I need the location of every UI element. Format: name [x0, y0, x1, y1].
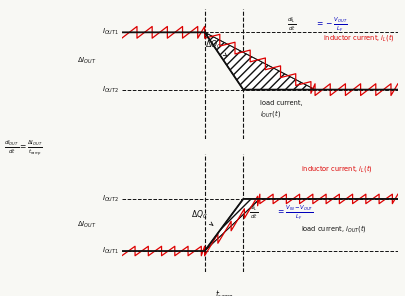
Text: $\Delta I_{OUT}$: $\Delta I_{OUT}$ [77, 56, 97, 66]
Text: inductor current, $i_L(t)$: inductor current, $i_L(t)$ [322, 32, 394, 43]
Text: $I_{OUT1}$: $I_{OUT1}$ [102, 246, 119, 256]
Text: $\Delta Q_C$: $\Delta Q_C$ [190, 209, 212, 225]
Text: inductor current, $i_L(t)$: inductor current, $i_L(t)$ [301, 163, 372, 174]
Text: $\Delta I_{OUT}$: $\Delta I_{OUT}$ [77, 220, 97, 230]
Text: load current,
$i_{OUT}(t)$: load current, $i_{OUT}(t)$ [259, 100, 302, 118]
Text: $I_{OUT2}$: $I_{OUT2}$ [102, 194, 119, 204]
Text: load current, $i_{OUT}(t)$: load current, $i_{OUT}(t)$ [301, 223, 366, 234]
Text: $\Delta Q_C$: $\Delta Q_C$ [204, 39, 226, 56]
Text: $\frac{di_L}{dt}$: $\frac{di_L}{dt}$ [287, 15, 296, 33]
Text: $= -\frac{V_{OUT}}{L_F}$: $= -\frac{V_{OUT}}{L_F}$ [314, 15, 347, 34]
Text: $I_{OUT2}$: $I_{OUT2}$ [102, 85, 119, 95]
Text: $t_{ramp}$: $t_{ramp}$ [214, 289, 233, 296]
Text: $= \frac{V_{IN} - V_{OUT}}{L_F}$: $= \frac{V_{IN} - V_{OUT}}{L_F}$ [276, 204, 313, 222]
Text: $\frac{di_{OUT}}{dt} = \frac{\Delta I_{OUT}}{t_{ramp}}$: $\frac{di_{OUT}}{dt} = \frac{\Delta I_{O… [4, 138, 43, 158]
Text: $I_{OUT1}$: $I_{OUT1}$ [102, 27, 119, 37]
Text: $\frac{di_L}{dt}$: $\frac{di_L}{dt}$ [248, 204, 257, 221]
